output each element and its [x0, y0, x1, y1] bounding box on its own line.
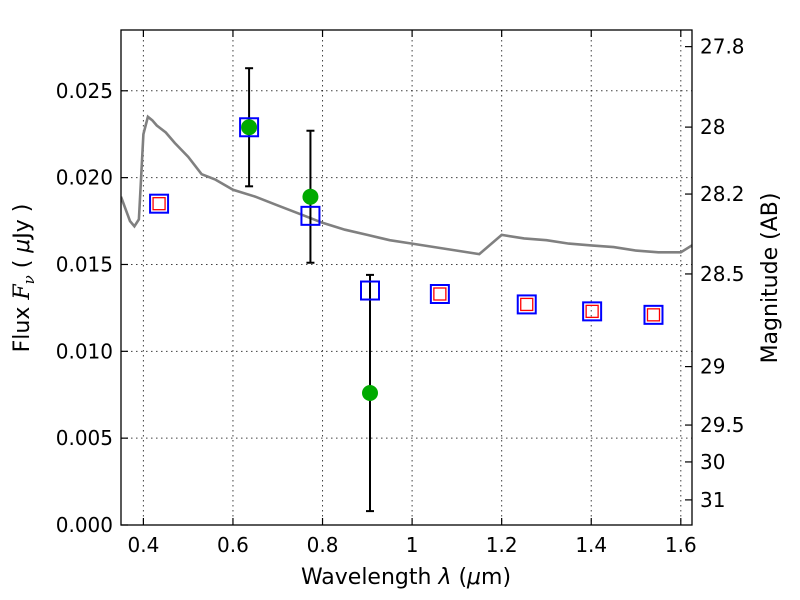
data-points-layer: [149, 67, 664, 513]
plot-frame: [120, 29, 693, 526]
x-tick-label: 1.4: [575, 533, 607, 557]
y-tick-label: 0.020: [56, 166, 113, 190]
model-band-point: [516, 294, 537, 315]
grid-layer: [121, 30, 692, 526]
y-tick-label: 0.010: [56, 339, 113, 363]
right-tick-label: 27.8: [700, 35, 745, 59]
observed-point: [302, 188, 319, 205]
predicted-point: [646, 308, 661, 322]
right-tick-label: 30: [700, 450, 725, 474]
model-spectrum-layer: [121, 114, 692, 256]
model-band-point: [582, 301, 603, 322]
x-tick-label: 1: [406, 533, 419, 557]
right-axis-label: Magnitude (AB): [758, 193, 783, 364]
y-tick-label: 0.005: [56, 426, 113, 450]
model-spectrum-line: [121, 114, 692, 256]
model-band-point: [360, 280, 381, 301]
model-band-point: [239, 117, 260, 138]
right-tick-label: 28: [700, 115, 725, 139]
tick-layer: 0.4 0.6 0.8 1 1.2 1.4 1.6 0.000 0.005 0.010 0.015 0…: [56, 30, 745, 557]
predicted-point: [433, 287, 447, 301]
model-band-point: [429, 284, 450, 304]
y-axis-label: Flux Fν ( μJy ): [10, 204, 38, 353]
y-tick-label: 0.015: [56, 252, 113, 276]
y-tick-label: 0.000: [56, 513, 113, 537]
model-band-point: [149, 193, 170, 214]
model-band-point: [643, 304, 664, 325]
predicted-point: [520, 297, 534, 312]
observed-point: [362, 385, 379, 401]
observed-point: [241, 119, 258, 136]
x-tick-label: 1.2: [486, 533, 518, 557]
x-tick-label: 0.6: [217, 533, 249, 557]
right-tick-label: 29.5: [700, 413, 745, 437]
predicted-point: [585, 304, 599, 319]
y-tick-label: 0.025: [56, 79, 113, 103]
right-tick-label: 28.2: [700, 182, 745, 206]
right-tick-label: 28.5: [700, 262, 745, 286]
x-axis-label: Wavelength λ (μm): [301, 565, 511, 590]
x-tick-label: 0.4: [127, 533, 159, 557]
predicted-point: [152, 197, 166, 211]
right-tick-label: 31: [700, 488, 725, 512]
x-tick-label: 1.6: [665, 533, 697, 557]
right-tick-label: 29: [700, 355, 725, 379]
x-tick-label: 0.8: [307, 533, 339, 557]
model-band-point: [300, 205, 321, 226]
